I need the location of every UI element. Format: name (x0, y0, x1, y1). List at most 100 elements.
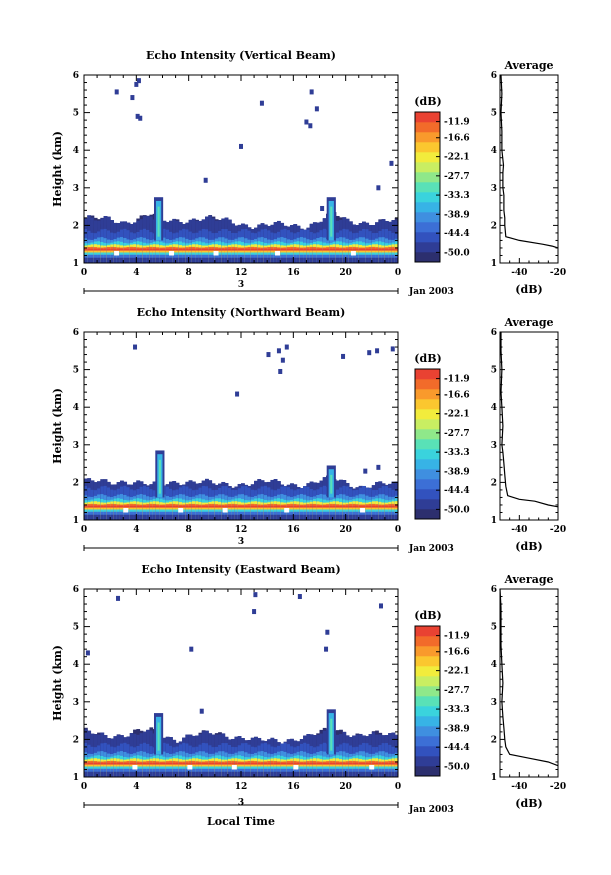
scatter-echo (284, 344, 289, 350)
scatter-echo (135, 113, 140, 119)
echo-cell (322, 771, 327, 777)
echo-cell (195, 514, 199, 520)
echo-cell (263, 771, 268, 777)
echo-cell (188, 771, 193, 777)
echo-cell (391, 257, 396, 263)
date-axis (83, 288, 399, 294)
colorbar-label: -22.1 (444, 667, 470, 677)
echo-cell (172, 514, 177, 520)
echo-plume (155, 450, 165, 498)
x-tick-label: 0 (81, 782, 87, 792)
echo-cell (348, 257, 353, 263)
echo-field (84, 592, 398, 777)
x-tick-label: 8 (186, 782, 192, 792)
echo-plume (326, 197, 336, 241)
echo-cell (84, 771, 88, 777)
scatter-echo (235, 391, 240, 397)
x-tick-label: 0 (395, 782, 401, 792)
x-tick-label: 16 (287, 782, 300, 792)
echo-cell (348, 771, 353, 777)
data-gap (169, 250, 175, 256)
date-axis (83, 802, 399, 808)
echo-cell (303, 771, 307, 777)
echo-cell (388, 514, 392, 520)
x-tick-label: 12 (235, 782, 248, 792)
y-tick-label: 2 (491, 478, 497, 488)
echo-cell (90, 257, 95, 263)
colorbar-label: -22.1 (444, 410, 470, 420)
colorbar-frame (414, 625, 441, 777)
data-gap (293, 764, 299, 770)
colorbar-segment (415, 192, 440, 203)
echo-cell (306, 257, 311, 263)
echo-cell (133, 257, 137, 263)
echo-cell (126, 771, 131, 777)
echo-cell (342, 771, 347, 777)
echo-cell (191, 514, 196, 520)
colorbar-unit: (dB) (414, 95, 441, 108)
plume-core (157, 206, 160, 237)
echo-cell (273, 257, 278, 263)
echo-cell (110, 514, 114, 520)
echo-cell (250, 514, 255, 520)
y-tick-label: 4 (73, 403, 79, 413)
echo-cell (263, 514, 268, 520)
echo-cell (142, 257, 147, 263)
average-title: Average (503, 316, 553, 329)
echo-cell (247, 514, 252, 520)
echo-cell (205, 514, 209, 520)
echo-cell (93, 257, 98, 263)
echo-cell (283, 257, 288, 263)
echo-cell (227, 514, 232, 520)
echo-cell (133, 771, 137, 777)
echo-cell (133, 514, 137, 520)
echo-cell (335, 514, 340, 520)
echo-cell (342, 257, 347, 263)
colorbar-frame (414, 368, 441, 520)
x-tick-label: 20 (339, 525, 352, 535)
echo-cell (119, 514, 124, 520)
y-tick-label: 2 (491, 735, 497, 745)
scatter-echo (375, 348, 380, 354)
y-tick-label: 4 (73, 146, 79, 156)
colorbar-segment (415, 726, 440, 737)
colorbar-segment (415, 676, 440, 687)
colorbar-segment (415, 509, 440, 520)
panel-vertical-beam: Echo Intensity (Vertical Beam) Height (k… (51, 49, 566, 297)
colorbar-label: -27.7 (444, 429, 470, 439)
colorbar-segment (415, 439, 440, 450)
plume-core (157, 722, 160, 751)
echo-cell (191, 771, 196, 777)
echo-cell (290, 771, 294, 777)
echo-cell (381, 257, 386, 263)
echo-cell (290, 514, 294, 520)
y-tick-label: 1 (73, 259, 79, 269)
echo-cell (218, 771, 222, 777)
echo-cell (185, 257, 190, 263)
y-tick-label: 5 (491, 109, 497, 119)
x-tick-label: 4 (133, 268, 139, 278)
echo-cell (378, 771, 383, 777)
echo-cell (375, 257, 379, 263)
echo-cell (362, 771, 366, 777)
colorbar-label: -33.3 (444, 705, 470, 715)
x-tick-label: 0 (395, 525, 401, 535)
echo-cell (241, 771, 245, 777)
echo-cell (312, 514, 317, 520)
colorbar-label: -50.0 (444, 248, 470, 258)
colorbar-segment (415, 132, 440, 143)
echo-cell (260, 257, 265, 263)
echo-cell (247, 771, 252, 777)
echo-cell (165, 257, 170, 263)
echo-cell (312, 257, 317, 263)
average-profile-line (500, 332, 559, 508)
colorbar-segment (415, 222, 440, 233)
echo-cell (201, 514, 206, 520)
echo-cell (309, 257, 314, 263)
x-tick-label: 8 (186, 525, 192, 535)
echo-cell (244, 771, 249, 777)
colorbar-label: -44.4 (444, 743, 470, 753)
echo-cell (136, 257, 141, 263)
echo-plume (326, 465, 336, 498)
echo-cell (384, 514, 389, 520)
